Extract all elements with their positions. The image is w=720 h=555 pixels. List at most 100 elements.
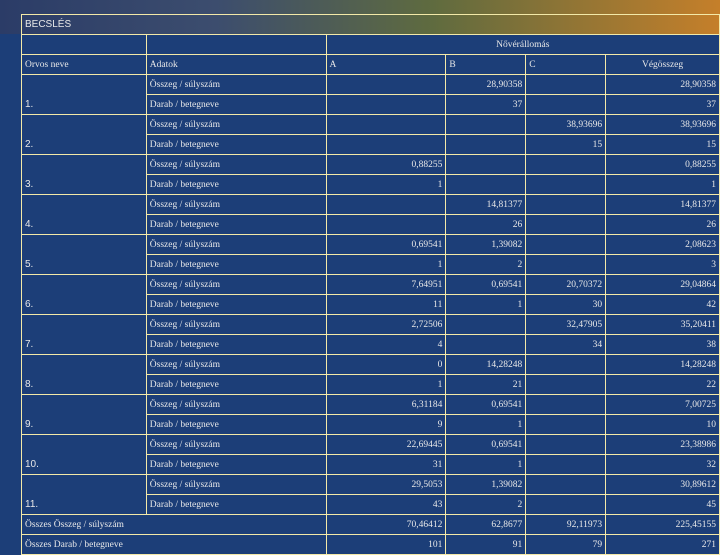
count-value-total: 1 bbox=[605, 174, 720, 195]
count-value-a bbox=[325, 94, 447, 115]
report-title: BECSLÉS bbox=[21, 14, 720, 35]
table-row: Darab / betegneve 1 1 bbox=[22, 174, 720, 195]
table-row: 4. Összeg / súlyszám 14,81377 14,81377 bbox=[21, 194, 720, 235]
sum-value-b bbox=[445, 154, 527, 175]
sum-value-c bbox=[525, 74, 607, 95]
sum-value-b: 28,90358 bbox=[445, 74, 527, 95]
count-value-b bbox=[445, 174, 527, 195]
count-value-a bbox=[325, 134, 447, 155]
sum-value-total: 0,88255 bbox=[605, 154, 720, 175]
doctor-number: 1. bbox=[21, 74, 147, 115]
data-label-count: Darab / betegneve bbox=[145, 174, 327, 195]
count-value-total: 38 bbox=[605, 334, 720, 355]
total-sum-b: 62,8677 bbox=[445, 514, 527, 535]
sum-value-a: 22,69445 bbox=[325, 434, 447, 455]
table-row: 6. Összeg / súlyszám 7,64951 0,69541 20,7037… bbox=[21, 274, 720, 315]
sum-value-c: 38,93696 bbox=[525, 114, 607, 135]
count-value-c bbox=[525, 94, 607, 115]
table-row: Darab / betegneve 4 34 38 bbox=[22, 334, 720, 355]
sum-value-c bbox=[525, 394, 607, 415]
sum-value-a: 0,69541 bbox=[325, 234, 447, 255]
table-row: Darab / betegneve 15 15 bbox=[22, 134, 720, 155]
data-label-sum: Összeg / súlyszám bbox=[145, 474, 327, 495]
data-label-sum: Összeg / súlyszám bbox=[145, 314, 327, 335]
sum-value-b: 0,69541 bbox=[445, 274, 527, 295]
total-count-b: 91 bbox=[445, 534, 527, 555]
table-row: 5. Összeg / súlyszám 0,69541 1,39082 2,08623 bbox=[21, 234, 720, 275]
doctor-number: 5. bbox=[21, 234, 147, 275]
table-row: 7. Összeg / súlyszám 2,72506 32,47905 35,204… bbox=[21, 314, 720, 355]
data-label-count: Darab / betegneve bbox=[145, 214, 327, 235]
totals-row-sum: Összes Összeg / súlyszám 70,46412 62,8677 9… bbox=[21, 514, 720, 535]
table-row: Darab / betegneve 31 1 32 bbox=[22, 454, 720, 475]
data-label-sum: Összeg / súlyszám bbox=[145, 434, 327, 455]
total-sum-c: 92,11973 bbox=[525, 514, 607, 535]
count-value-c bbox=[525, 174, 607, 195]
count-value-total: 3 bbox=[605, 254, 720, 275]
count-value-total: 45 bbox=[605, 494, 720, 515]
sum-value-a bbox=[325, 194, 447, 215]
count-value-b: 1 bbox=[445, 294, 527, 315]
col-header-c[interactable]: C bbox=[525, 54, 607, 75]
count-value-a: 11 bbox=[325, 294, 447, 315]
sum-value-a: 7,64951 bbox=[325, 274, 447, 295]
sum-value-c bbox=[525, 154, 607, 175]
doctor-number: 3. bbox=[21, 154, 147, 195]
col-header-a[interactable]: A bbox=[325, 54, 447, 75]
total-count-c: 79 bbox=[525, 534, 607, 555]
count-value-a: 4 bbox=[325, 334, 447, 355]
count-value-total: 32 bbox=[605, 454, 720, 475]
data-label-count: Darab / betegneve bbox=[145, 494, 327, 515]
sum-value-b: 1,39082 bbox=[445, 234, 527, 255]
sum-value-total: 29,04864 bbox=[605, 274, 720, 295]
count-value-b: 1 bbox=[445, 414, 527, 435]
sum-value-b: 14,81377 bbox=[445, 194, 527, 215]
data-label-sum: Összeg / súlyszám bbox=[145, 154, 327, 175]
doctor-number: 7. bbox=[21, 314, 147, 355]
data-label-count: Darab / betegneve bbox=[145, 454, 327, 475]
table-row: Darab / betegneve 1 21 22 bbox=[22, 374, 720, 395]
table-row: Darab / betegneve 26 26 bbox=[22, 214, 720, 235]
sum-value-b: 1,39082 bbox=[445, 474, 527, 495]
sum-value-total: 2,08623 bbox=[605, 234, 720, 255]
count-value-c bbox=[525, 254, 607, 275]
sum-value-a: 0 bbox=[325, 354, 447, 375]
count-value-b: 26 bbox=[445, 214, 527, 235]
col-header-total[interactable]: Végösszeg bbox=[605, 54, 720, 75]
count-value-a: 43 bbox=[325, 494, 447, 515]
count-value-a: 9 bbox=[325, 414, 447, 435]
sum-value-a bbox=[325, 74, 447, 95]
count-value-b bbox=[445, 334, 527, 355]
sum-value-a: 0,88255 bbox=[325, 154, 447, 175]
count-value-c: 15 bbox=[525, 134, 607, 155]
count-value-b: 21 bbox=[445, 374, 527, 395]
count-value-c bbox=[525, 414, 607, 435]
data-label-count: Darab / betegneve bbox=[145, 94, 327, 115]
sum-value-total: 14,28248 bbox=[605, 354, 720, 375]
count-value-c: 34 bbox=[525, 334, 607, 355]
col-header-data[interactable]: Adatok bbox=[145, 54, 327, 75]
sum-value-total: 30,89612 bbox=[605, 474, 720, 495]
table-row: 1. Összeg / súlyszám 28,90358 28,90358 bbox=[21, 74, 720, 115]
data-label-sum: Összeg / súlyszám bbox=[145, 74, 327, 95]
table-row: Darab / betegneve 43 2 45 bbox=[22, 494, 720, 515]
total-sum-total: 225,45155 bbox=[605, 514, 720, 535]
count-value-total: 22 bbox=[605, 374, 720, 395]
data-label-sum: Összeg / súlyszám bbox=[145, 274, 327, 295]
data-label-sum: Összeg / súlyszám bbox=[145, 114, 327, 135]
sum-value-a: 6,31184 bbox=[325, 394, 447, 415]
col-header-b[interactable]: B bbox=[445, 54, 527, 75]
sum-value-c bbox=[525, 194, 607, 215]
sum-value-c bbox=[525, 434, 607, 455]
data-label-count: Darab / betegneve bbox=[145, 134, 327, 155]
count-value-b: 1 bbox=[445, 454, 527, 475]
sum-value-total: 14,81377 bbox=[605, 194, 720, 215]
doctor-number: 4. bbox=[21, 194, 147, 235]
table-row: 10. Összeg / súlyszám 22,69445 0,69541 23,38… bbox=[21, 434, 720, 475]
count-value-c bbox=[525, 454, 607, 475]
col-header-doctor[interactable]: Orvos neve bbox=[21, 54, 147, 75]
table-row: 8. Összeg / súlyszám 0 14,28248 14,28248 bbox=[21, 354, 720, 395]
count-value-c bbox=[525, 374, 607, 395]
count-value-total: 26 bbox=[605, 214, 720, 235]
count-value-total: 10 bbox=[605, 414, 720, 435]
